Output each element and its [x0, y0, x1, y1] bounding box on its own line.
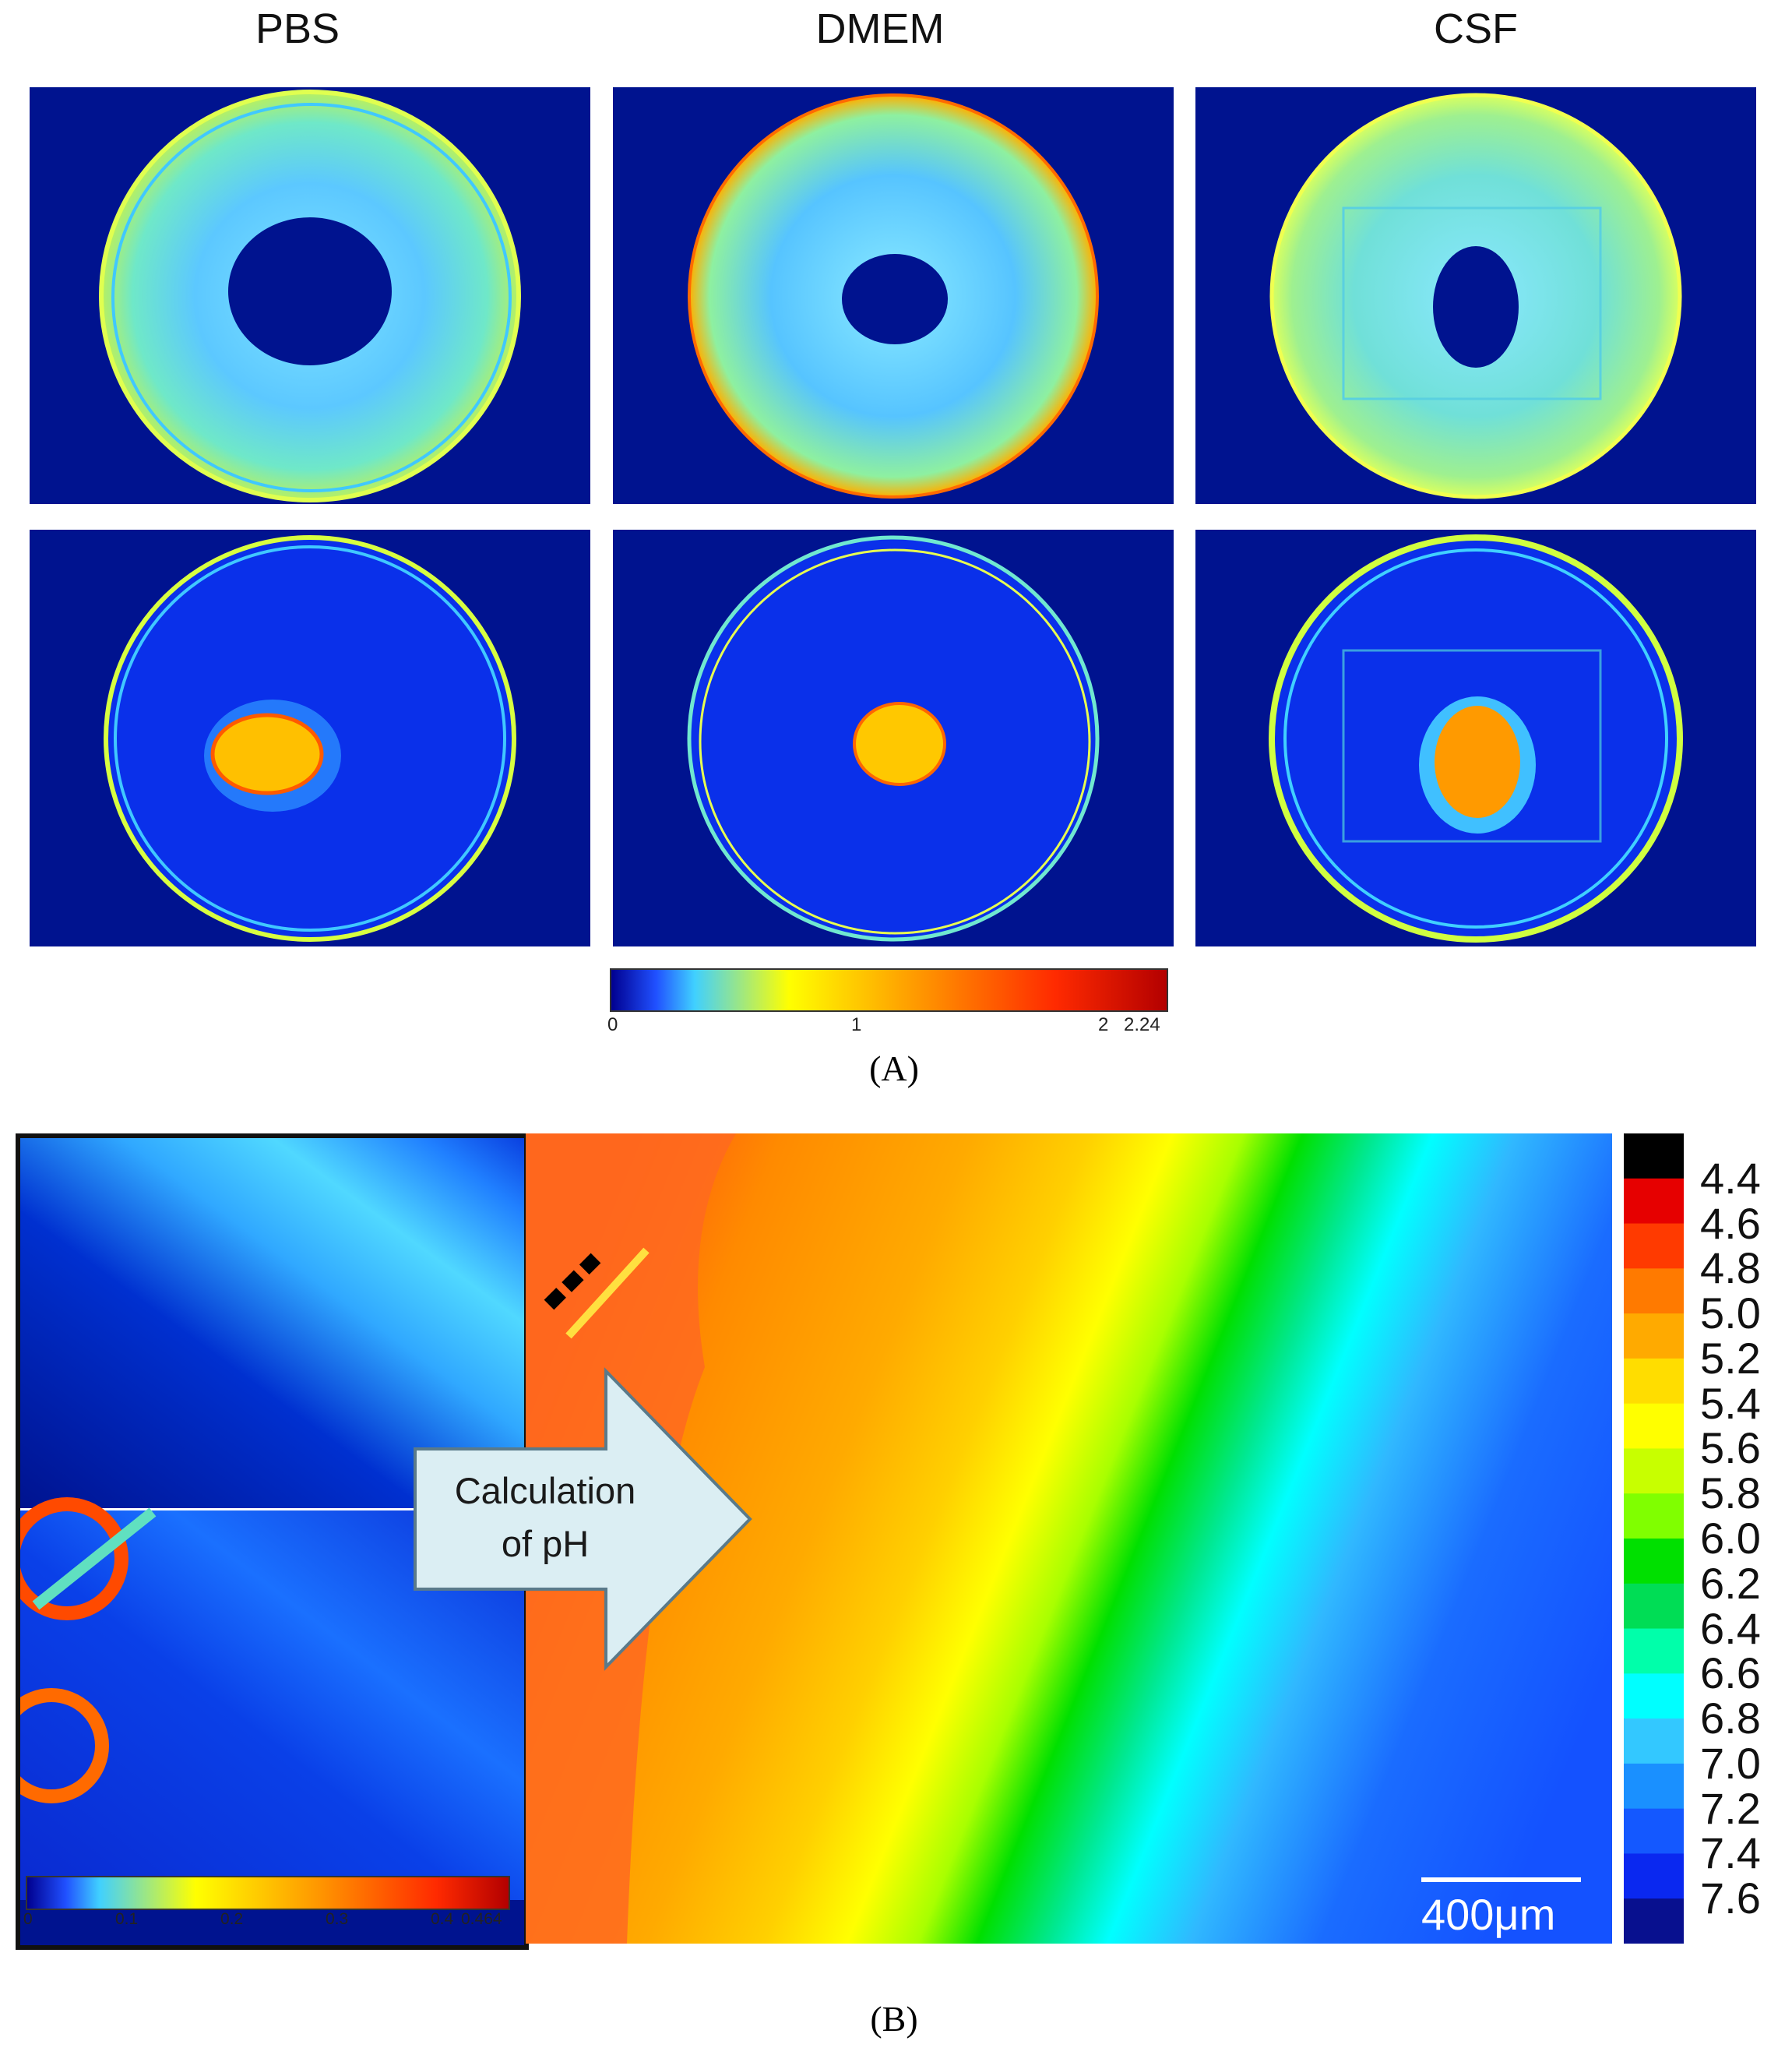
- dish-image-dmem-bottom: [613, 530, 1174, 946]
- ph-legend-tick: 5.8: [1700, 1468, 1761, 1518]
- ph-legend-tick: 6.4: [1700, 1603, 1761, 1653]
- ph-legend-swatch: [1624, 1898, 1684, 1944]
- column-title-dmem: DMEM: [815, 5, 945, 52]
- ph-legend-swatch: [1624, 1853, 1684, 1899]
- scale-bar: [1421, 1877, 1581, 1882]
- colorbar-a-tick-0: 0: [607, 1014, 618, 1035]
- ph-legend-tick: 4.6: [1700, 1198, 1761, 1248]
- arrow-text-line-2: of pH: [501, 1523, 590, 1564]
- small-colorbar-tick-0-4: 0.4: [431, 1910, 454, 1928]
- small-colorbar-tick-0-1: 0.1: [115, 1910, 139, 1928]
- arrow-text-line-1: Calculation: [454, 1470, 636, 1511]
- ph-legend-tick: 4.8: [1700, 1243, 1761, 1293]
- ph-legend-swatch: [1624, 1493, 1684, 1539]
- ph-legend-swatch: [1624, 1718, 1684, 1764]
- ph-legend-tick: 6.0: [1700, 1514, 1761, 1563]
- ph-legend-tick: 4.4: [1700, 1153, 1761, 1203]
- ph-legend-tick: 7.2: [1700, 1783, 1761, 1833]
- small-colorbar-tick-0: 0: [23, 1910, 33, 1928]
- colorbar-a-tick-max: 2.24: [1124, 1014, 1160, 1035]
- colorbar-a-tick-2: 2: [1098, 1014, 1109, 1035]
- panel-label-a: (A): [869, 1049, 919, 1088]
- ph-legend-swatch: [1624, 1583, 1684, 1630]
- small-colorbar-tick-0-2: 0.2: [220, 1910, 244, 1928]
- ph-legend-swatch: [1624, 1673, 1684, 1719]
- ph-legend-tick: 7.4: [1700, 1828, 1761, 1878]
- colorbar-a-tick-1: 1: [851, 1014, 862, 1035]
- ph-legend-tick: 5.4: [1700, 1378, 1761, 1428]
- column-title-pbs: PBS: [255, 5, 340, 52]
- dish-image-csf-top: [1195, 87, 1756, 504]
- ph-legend-swatch: [1624, 1133, 1684, 1179]
- ph-legend-tick: 6.8: [1700, 1694, 1761, 1743]
- ph-legend-swatch: [1624, 1313, 1684, 1359]
- ph-legend-tick: 6.2: [1700, 1558, 1761, 1608]
- ph-legend-tick: 5.0: [1700, 1288, 1761, 1338]
- ph-legend-swatch: [1624, 1268, 1684, 1314]
- calculation-arrow: [411, 1367, 754, 1671]
- ph-legend-colorbar: [1624, 1133, 1684, 1944]
- ph-legend-tick: 5.6: [1700, 1423, 1761, 1473]
- ph-legend-swatch: [1624, 1223, 1684, 1269]
- ph-legend-swatch: [1624, 1808, 1684, 1854]
- ph-legend-tick: 5.2: [1700, 1333, 1761, 1383]
- panel-a-colorbar-gradient: [611, 970, 1167, 1010]
- panel-b-small-colorbar: [26, 1876, 510, 1910]
- small-colorbar-tick-max: 0.464: [461, 1910, 502, 1928]
- ph-legend-swatch: [1624, 1539, 1684, 1584]
- ph-legend-swatch: [1624, 1178, 1684, 1225]
- ph-legend-swatch: [1624, 1358, 1684, 1405]
- dish-image-csf-bottom: [1195, 530, 1756, 946]
- ph-legend-swatch: [1624, 1763, 1684, 1810]
- dish-image-dmem-top: [613, 87, 1174, 504]
- scale-bar-label: 400μm: [1421, 1890, 1556, 1939]
- ph-legend-tick: 7.6: [1700, 1873, 1761, 1923]
- dish-image-pbs-bottom: [30, 530, 590, 946]
- dish-image-pbs-top: [30, 87, 590, 504]
- ph-legend-tick: 7.0: [1700, 1738, 1761, 1788]
- panel-a-colorbar: [610, 968, 1168, 1012]
- panel-label-b: (B): [870, 1999, 918, 2039]
- ph-legend-tick: 6.6: [1700, 1648, 1761, 1698]
- small-colorbar-tick-0-3: 0.3: [326, 1910, 349, 1928]
- ph-legend-swatch: [1624, 1403, 1684, 1449]
- column-title-csf: CSF: [1434, 5, 1518, 52]
- ph-legend-swatch: [1624, 1448, 1684, 1494]
- ph-legend-swatch: [1624, 1628, 1684, 1674]
- panel-b-small-colorbar-gradient: [27, 1877, 509, 1909]
